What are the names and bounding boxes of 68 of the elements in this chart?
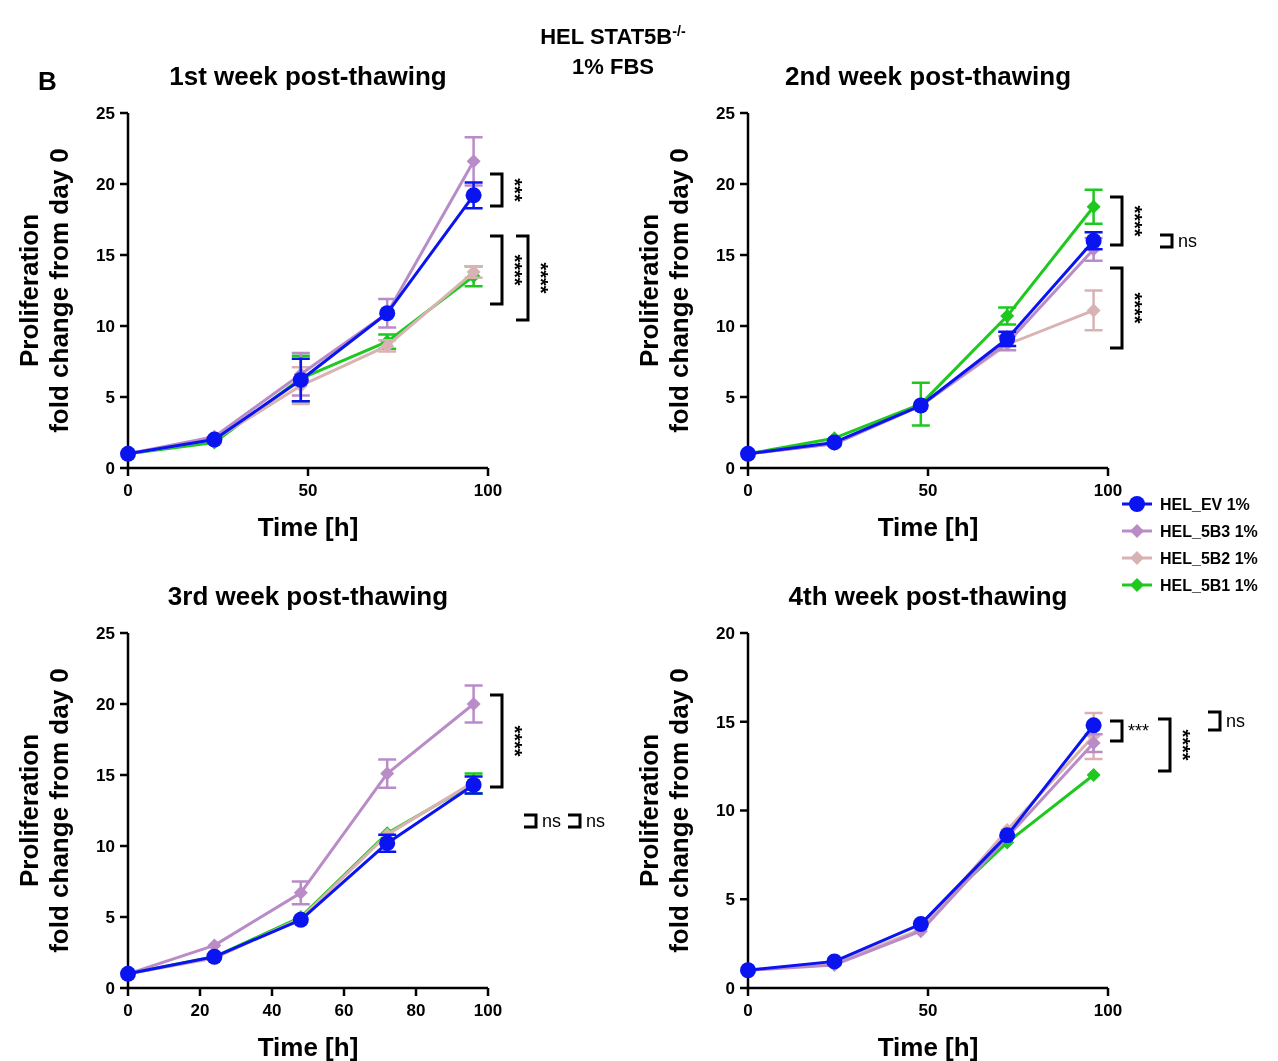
x-tick-label: 100	[1093, 481, 1123, 500]
x-tick-label: 20	[190, 1001, 210, 1020]
y-tick-label: 15	[96, 765, 115, 785]
text: ns	[586, 811, 606, 832]
y-tick-label: 20	[716, 623, 735, 643]
y-axis-title: Proliferation fold change from day 0	[634, 668, 694, 953]
y-tick-label: 10	[96, 316, 115, 336]
x-tick-label: 100	[473, 1001, 503, 1020]
x-tick-label: 100	[473, 481, 503, 500]
x-axis-title: Time [h]	[877, 512, 979, 542]
y-tick-label: 20	[96, 694, 115, 714]
text: ****	[1172, 729, 1194, 761]
x-tick-label: 40	[262, 1001, 282, 1020]
y-tick-label: 20	[716, 174, 735, 194]
y-tick-label: 0	[725, 978, 735, 998]
legend-label: HEL_EV 1%	[1160, 495, 1250, 513]
y-tick-label: 5	[105, 387, 115, 407]
text: ****	[504, 254, 526, 286]
x-tick-label: 0	[123, 1001, 133, 1020]
y-tick-label: 10	[96, 836, 115, 856]
y-tick-label: 15	[716, 245, 735, 265]
text: HEL STAT5B$^{-/-}$ 1% FBS	[540, 23, 686, 79]
legend-label: HEL_5B3 1%	[1160, 522, 1258, 540]
legend-label: HEL_5B1 1%	[1160, 576, 1258, 594]
x-tick-label: 50	[918, 1001, 938, 1020]
x-axis-title: Time [h]	[877, 1032, 979, 1061]
x-axis-title: Time [h]	[257, 1032, 359, 1061]
y-tick-label: 15	[716, 712, 735, 732]
y-tick-label: 10	[716, 801, 735, 821]
x-tick-label: 100	[1093, 1001, 1123, 1020]
text: ns	[1178, 231, 1198, 252]
y-tick-label: 0	[725, 458, 735, 478]
text: B	[38, 66, 57, 96]
text: ***	[504, 178, 526, 202]
y-tick-label: 25	[96, 103, 115, 123]
text: ***	[1128, 721, 1150, 742]
y-tick-label: 25	[716, 103, 735, 123]
chart-title: 1st week post-thawing	[169, 61, 447, 91]
x-tick-label: 0	[743, 1001, 753, 1020]
y-axis-title: Proliferation fold change from day 0	[14, 148, 74, 433]
x-tick-label: 0	[123, 481, 133, 500]
y-axis-title: Proliferation fold change from day 0	[14, 668, 74, 953]
legend-label: HEL_5B2 1%	[1160, 549, 1258, 567]
text: ****	[1124, 205, 1146, 237]
text: ns	[1226, 711, 1246, 732]
text: ****	[1124, 292, 1146, 324]
y-tick-label: 10	[716, 316, 735, 336]
x-tick-label: 80	[406, 1001, 426, 1020]
chart-title: 2nd week post-thawing	[784, 61, 1072, 91]
chart-title: 4th week post-thawing	[788, 581, 1068, 611]
y-tick-label: 5	[105, 907, 115, 927]
y-tick-label: 15	[96, 245, 115, 265]
x-tick-label: 60	[334, 1001, 354, 1020]
x-tick-label: 50	[918, 481, 938, 500]
y-tick-label: 0	[105, 978, 115, 998]
x-tick-label: 50	[298, 481, 318, 500]
y-tick-label: 20	[96, 174, 115, 194]
text: ****	[504, 725, 526, 757]
x-tick-label: 0	[743, 481, 753, 500]
y-tick-label: 0	[105, 458, 115, 478]
y-axis-title: Proliferation fold change from day 0	[634, 148, 694, 433]
text: ns	[542, 811, 562, 832]
y-tick-label: 5	[725, 890, 735, 910]
text: ****	[530, 262, 552, 294]
chart-title: 3rd week post-thawing	[167, 581, 449, 611]
y-tick-label: 5	[725, 387, 735, 407]
y-tick-label: 25	[96, 623, 115, 643]
x-axis-title: Time [h]	[257, 512, 359, 542]
